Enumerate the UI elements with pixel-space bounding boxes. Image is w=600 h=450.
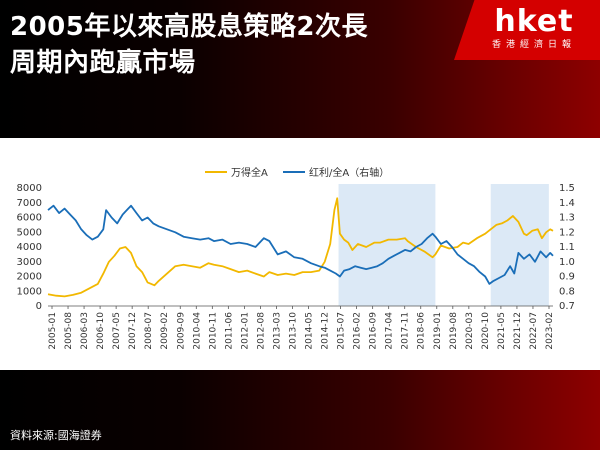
- brand-subtitle: 香港經濟日報: [491, 40, 576, 50]
- y-right-tick-label: 1.1: [559, 242, 575, 253]
- y-right-tick-label: 0.7: [559, 301, 575, 312]
- x-tick-label: 2009-02: [160, 312, 170, 350]
- page-title-line2: 周期內跑贏市場: [10, 48, 196, 78]
- y-right-tick-label: 1.3: [559, 213, 575, 224]
- y-right-tick-label: 0.9: [559, 272, 575, 283]
- page-title-line1: 2005年以來高股息策略2次長: [10, 12, 368, 42]
- x-tick-label: 2016-02: [353, 312, 363, 350]
- chart-legend: 万得全A 红利/全A（右轴）: [205, 166, 389, 179]
- x-tick-label: 2006-10: [96, 312, 106, 350]
- chart-axes: 0 1000 2000 3000 4000 5000 6000 7000 8000 0.7 0.8 0…: [17, 183, 575, 350]
- y-right-tick-label: 1.5: [559, 183, 575, 194]
- y-left-tick-label: 6000: [17, 213, 42, 224]
- x-tick-label: 2009-09: [176, 312, 186, 350]
- x-tick-label: 2011-06: [224, 312, 234, 350]
- x-tick-label: 2022-07: [529, 312, 539, 350]
- legend-label-2: 红利/全A（右轴）: [309, 166, 389, 179]
- x-tick-label: 2010-04: [192, 312, 202, 350]
- x-tick-label: 2007-12: [128, 312, 138, 350]
- x-tick-label: 2019-01: [433, 312, 443, 350]
- x-tick-label: 2007-05: [112, 312, 122, 350]
- x-tick-label: 2008-07: [144, 312, 154, 350]
- x-tick-label: 2012-01: [240, 312, 250, 350]
- x-tick-label: 2023-02: [545, 312, 555, 350]
- brand-logo-text: hket: [494, 4, 574, 39]
- y-left-tick-label: 5000: [17, 227, 42, 238]
- series-line-1: [47, 197, 554, 298]
- y-left-tick-label: 7000: [17, 198, 42, 209]
- x-tick-label: 2017-11: [401, 312, 411, 350]
- x-tick-label: 2012-08: [256, 312, 266, 350]
- y-right-tick-label: 1.2: [559, 227, 575, 238]
- x-tick-label: 2018-06: [417, 312, 427, 350]
- y-left-tick-label: 0: [36, 301, 42, 312]
- x-tick-label: 2006-03: [80, 312, 90, 350]
- x-tick-label: 2010-11: [208, 312, 218, 350]
- y-left-tick-label: 1000: [17, 286, 42, 297]
- x-tick-label: 2021-12: [513, 312, 523, 350]
- series-line-2: [47, 204, 554, 285]
- x-tick-label: 2020-03: [465, 312, 475, 350]
- y-left-tick-label: 4000: [17, 242, 42, 253]
- y-right-tick-label: 0.8: [559, 286, 575, 297]
- y-left-tick-label: 8000: [17, 183, 42, 194]
- source-note: 資料來源:國海證券: [10, 429, 102, 442]
- line-chart: 0 1000 2000 3000 4000 5000 6000 7000 8000 0.7 0.8 0…: [17, 166, 575, 350]
- x-tick-label: 2014-12: [321, 312, 331, 350]
- x-tick-label: 2013-03: [272, 312, 282, 350]
- y-left-tick-label: 3000: [17, 257, 42, 268]
- x-tick-label: 2013-10: [288, 312, 298, 350]
- x-tick-label: 2005-08: [64, 312, 74, 350]
- x-tick-label: 2019-08: [449, 312, 459, 350]
- highlight-band-2: [490, 184, 549, 306]
- x-tick-label: 2017-04: [385, 312, 395, 350]
- hket-logo: hket 香港經濟日報: [454, 0, 600, 60]
- x-tick-label: 2014-05: [305, 312, 315, 350]
- y-right-tick-label: 1.4: [559, 198, 575, 209]
- y-left-tick-label: 2000: [17, 272, 42, 283]
- x-tick-label: 2015-07: [337, 312, 347, 350]
- chart-panel: 0 1000 2000 3000 4000 5000 6000 7000 8000 0.7 0.8 0…: [0, 138, 600, 370]
- y-right-tick-label: 1.0: [559, 257, 575, 268]
- chart-series: [47, 197, 554, 298]
- x-tick-label: 2021-05: [497, 312, 507, 350]
- x-tick-label: 2020-10: [481, 312, 491, 350]
- legend-label-1: 万得全A: [231, 166, 268, 179]
- x-tick-label: 2016-09: [369, 312, 379, 350]
- x-tick-label: 2005-01: [48, 312, 58, 350]
